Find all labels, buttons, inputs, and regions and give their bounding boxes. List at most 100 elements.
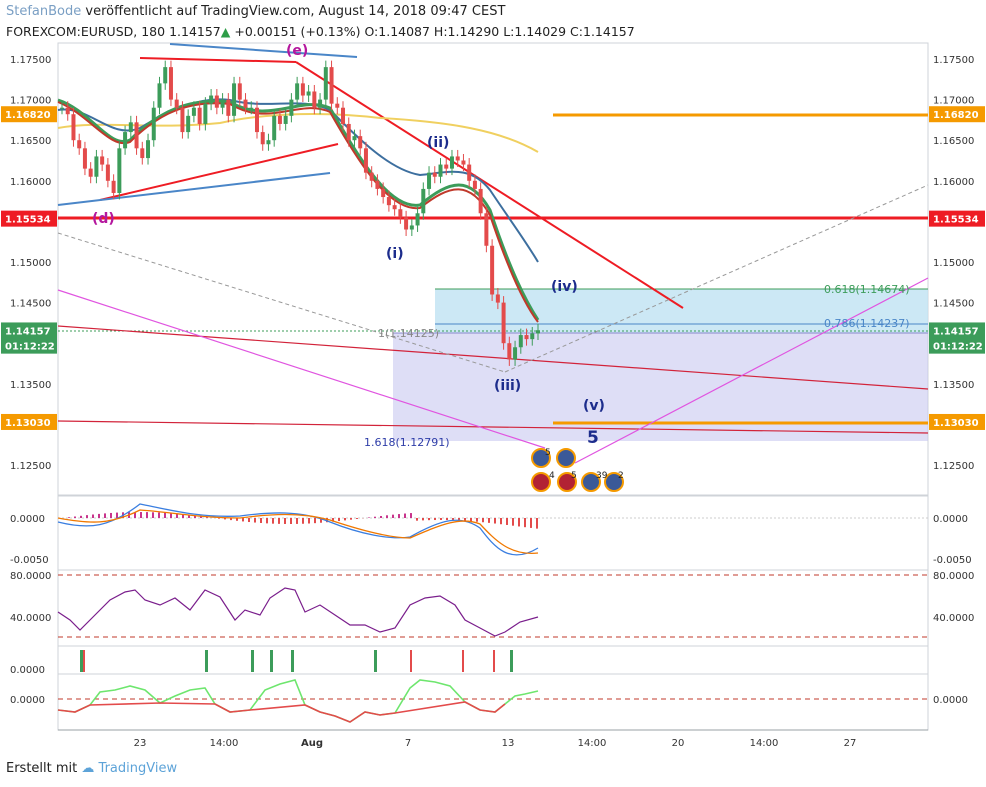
price-tag-right-label: 01:12:22 xyxy=(933,342,983,353)
macd-hist-bar xyxy=(356,518,358,519)
price-change: +0.00151 (+0.13%) xyxy=(234,24,361,39)
candle-body xyxy=(88,168,93,177)
macd-hist-bar xyxy=(308,518,310,524)
macd-hist-bar xyxy=(188,515,190,518)
macd-line xyxy=(57,503,539,556)
fib-retracement-zone xyxy=(435,289,928,333)
candle-body xyxy=(60,107,64,109)
blue-trend-line[interactable] xyxy=(57,172,331,206)
candle-body xyxy=(243,99,248,108)
eu-flag-icon[interactable] xyxy=(604,472,624,492)
osc-tick-right: 0.0000 xyxy=(933,695,968,706)
candle-body xyxy=(484,213,489,246)
candle-body xyxy=(203,103,208,124)
macd-hist-bar xyxy=(254,518,256,523)
candle-body xyxy=(421,188,426,214)
candle-body xyxy=(180,107,185,133)
candle-body xyxy=(94,156,99,177)
macd-hist-bar xyxy=(470,518,472,522)
wave-label-iv: (iv) xyxy=(551,279,578,295)
candle-body xyxy=(232,83,237,116)
macd-hist-bar xyxy=(146,512,148,518)
price-tag-left-label: 01:12:22 xyxy=(5,342,55,353)
price-tick-left: 1.17500 xyxy=(10,55,51,66)
rsi-tick-80-right: 80.0000 xyxy=(933,571,974,582)
chart-header-line2: FOREXCOM:EURUSD, 180 1.14157▲ +0.00151 (… xyxy=(6,24,635,39)
macd-hist-bar xyxy=(452,518,454,521)
macd-hist-bar xyxy=(86,515,88,518)
candle-body xyxy=(472,180,477,189)
candle-body xyxy=(318,99,323,108)
candle-body xyxy=(82,148,87,169)
candle-body xyxy=(249,107,254,109)
macd-hist-bar xyxy=(296,518,298,524)
ohlc-values: O:1.14087 H:1.14290 L:1.14029 C:1.14157 xyxy=(364,24,635,39)
us-flag-icon[interactable] xyxy=(531,472,551,492)
price-tag-right-label: 1.16820 xyxy=(933,110,979,121)
eu-flag-icon[interactable] xyxy=(581,472,601,492)
macd-hist-bar xyxy=(458,518,460,521)
fib-label-1: 1(1.14125) xyxy=(378,327,439,340)
triangle-bottom-line[interactable] xyxy=(99,143,339,201)
macd-hist-bar xyxy=(512,518,514,526)
downtrend-line[interactable] xyxy=(295,61,684,309)
footer: Erstellt mit ☁ TradingView xyxy=(6,761,177,776)
symbol-label[interactable]: FOREXCOM:EURUSD, 180 xyxy=(6,24,166,39)
candle-body xyxy=(335,103,340,108)
event-count: 2 xyxy=(618,471,624,481)
macd-hist-bar xyxy=(494,518,496,524)
eu-flag-icon[interactable] xyxy=(531,448,551,468)
magenta-line-down[interactable] xyxy=(57,289,546,449)
event-count: 4 xyxy=(549,471,555,481)
time-axis[interactable]: 23 14:00 Aug 7 13 14:00 20 14:00 27 xyxy=(134,738,857,749)
macd-hist-bar xyxy=(134,512,136,518)
macd-hist-bar xyxy=(416,518,418,521)
macd-hist-bar xyxy=(464,518,466,521)
macd-hist-bar xyxy=(326,518,328,523)
magenta-line-up[interactable] xyxy=(574,277,929,464)
eu-flag-icon[interactable] xyxy=(556,448,576,468)
candle-body xyxy=(214,95,219,108)
candle-body xyxy=(277,115,282,124)
us-flag-icon[interactable] xyxy=(557,472,577,492)
signal-line xyxy=(57,509,539,554)
macd-hist-bar xyxy=(398,514,400,518)
price-tag-left-label: 1.15534 xyxy=(5,215,51,226)
price-tag-left xyxy=(1,322,57,339)
osc-negative-segments xyxy=(57,701,506,723)
candle-body xyxy=(289,99,294,116)
macd-hist-bar xyxy=(524,518,526,528)
rsi-tick-80-left: 80.0000 xyxy=(10,571,51,582)
triangle-top-line[interactable] xyxy=(139,57,297,63)
price-tick-right: 1.12500 xyxy=(933,461,974,472)
price-tick-right: 1.17500 xyxy=(933,55,974,66)
candle-body xyxy=(329,67,334,104)
blue-top-line[interactable] xyxy=(169,43,358,58)
macd-hist-bar xyxy=(68,517,70,518)
lower-trend-line[interactable] xyxy=(57,420,929,434)
economic-events[interactable]: 5 4 5 39 2 xyxy=(531,448,624,492)
price-tick-left: 1.14500 xyxy=(10,299,51,310)
price-tick-right: 1.15000 xyxy=(933,258,974,269)
author-name[interactable]: StefanBode xyxy=(6,4,82,19)
price-tag-right xyxy=(929,413,985,430)
candle-body xyxy=(65,107,70,115)
rsi-line xyxy=(57,587,539,637)
macd-hist-bar xyxy=(500,518,502,525)
candle-body xyxy=(530,333,535,340)
macd-hist-bar xyxy=(518,518,520,527)
price-tag-left xyxy=(1,337,57,354)
macd-hist-bar xyxy=(110,512,112,518)
candle-body xyxy=(312,91,317,108)
projection-dashed-1 xyxy=(57,232,506,373)
macd-hist-bar xyxy=(368,517,370,518)
candle-body xyxy=(134,122,139,149)
tradingview-brand[interactable]: TradingView xyxy=(98,761,178,776)
candle-body xyxy=(449,156,454,169)
candle-body xyxy=(398,209,403,218)
candle-body xyxy=(323,67,328,100)
price-tag-right-label: 1.13030 xyxy=(933,418,979,429)
fib-label-0786: 0.786(1.14237) xyxy=(824,317,910,330)
candle-body xyxy=(352,136,357,141)
